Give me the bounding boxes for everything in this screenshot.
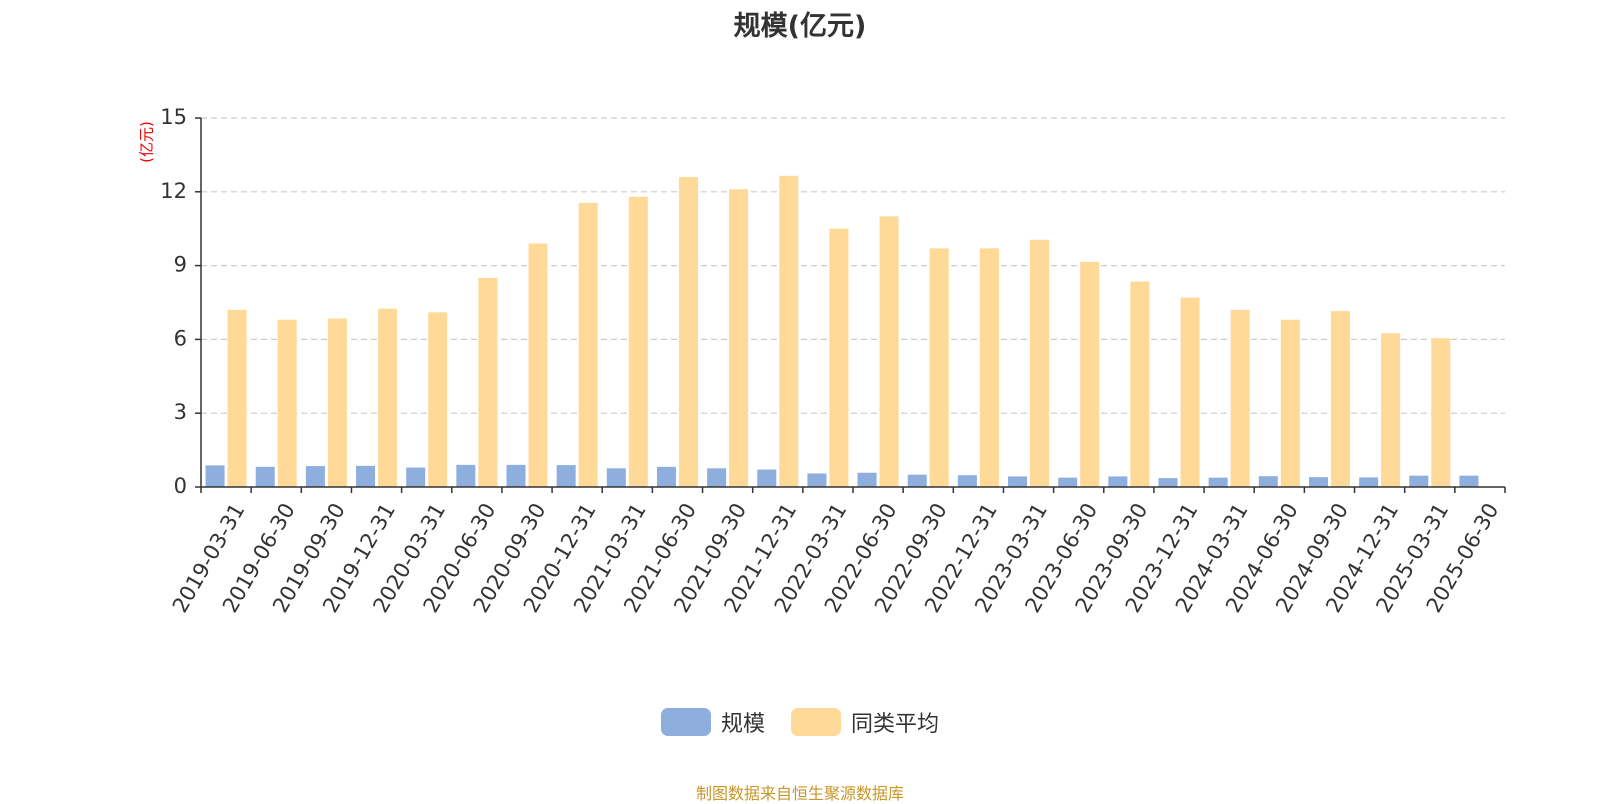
bar-average[interactable]	[779, 175, 799, 487]
y-tick-label: 6	[174, 326, 187, 350]
bar-scale[interactable]	[606, 468, 626, 487]
legend-swatch-average	[791, 708, 841, 736]
bar-average[interactable]	[1130, 281, 1150, 487]
bar-scale[interactable]	[757, 469, 777, 487]
bar-scale[interactable]	[305, 466, 325, 487]
bar-scale[interactable]	[1208, 477, 1228, 487]
bar-scale[interactable]	[857, 472, 877, 487]
bar-scale[interactable]	[1258, 476, 1278, 487]
bar-average[interactable]	[729, 189, 749, 487]
bar-scale[interactable]	[406, 467, 426, 487]
data-source-note: 制图数据来自恒生聚源数据库	[695, 784, 904, 803]
bar-scale[interactable]	[807, 473, 827, 487]
bar-average[interactable]	[879, 216, 899, 487]
bar-scale[interactable]	[957, 475, 977, 487]
y-axis-unit-label: (亿元)	[138, 121, 156, 163]
grid-lines	[201, 117, 1505, 414]
bar-average[interactable]	[979, 248, 999, 487]
bar-scale[interactable]	[907, 474, 927, 487]
bar-average[interactable]	[327, 318, 347, 487]
bar-scale[interactable]	[1459, 475, 1479, 487]
bar-scale[interactable]	[205, 465, 225, 487]
bar-average[interactable]	[1030, 239, 1050, 487]
bar-scale[interactable]	[506, 464, 526, 487]
bar-scale[interactable]	[1359, 477, 1379, 487]
y-tick-label: 0	[174, 474, 187, 498]
y-tick-label: 3	[174, 400, 187, 424]
bar-scale[interactable]	[556, 465, 576, 487]
y-tick-label: 15	[160, 105, 187, 129]
legend-item-scale[interactable]: 规模	[660, 706, 765, 738]
bar-average[interactable]	[378, 308, 398, 487]
bar-scale[interactable]	[1058, 477, 1078, 487]
chart-title: 规模(亿元)	[733, 11, 867, 42]
bar-average[interactable]	[528, 243, 548, 487]
bar-scale[interactable]	[1308, 477, 1328, 487]
bar-average[interactable]	[578, 202, 598, 487]
bars	[205, 175, 1479, 488]
bar-average[interactable]	[1330, 311, 1350, 487]
y-tick-label: 9	[174, 253, 187, 277]
bar-average[interactable]	[227, 309, 247, 487]
bar-scale[interactable]	[456, 464, 476, 487]
bar-scale[interactable]	[1108, 476, 1128, 487]
legend-swatch-scale	[660, 708, 711, 736]
bar-average[interactable]	[1280, 319, 1300, 487]
bar-scale[interactable]	[255, 466, 275, 487]
bar-average[interactable]	[1080, 261, 1100, 487]
bar-average[interactable]	[628, 196, 648, 487]
bar-average[interactable]	[1431, 338, 1451, 487]
bar-average[interactable]	[1230, 309, 1250, 487]
bar-average[interactable]	[829, 228, 849, 487]
bar-scale[interactable]	[707, 468, 727, 487]
bar-average[interactable]	[428, 312, 448, 487]
legend: 规模 同类平均	[0, 706, 1600, 738]
bar-average[interactable]	[277, 319, 297, 487]
bar-average[interactable]	[1381, 333, 1401, 487]
legend-label-average: 同类平均	[851, 712, 940, 737]
legend-item-average[interactable]: 同类平均	[791, 706, 939, 738]
bar-scale[interactable]	[656, 466, 676, 487]
bar-scale[interactable]	[1409, 475, 1429, 487]
bar-scale[interactable]	[1158, 478, 1178, 487]
legend-label-scale: 规模	[720, 712, 765, 737]
bar-average[interactable]	[929, 248, 949, 487]
bar-scale[interactable]	[356, 465, 376, 487]
bar-average[interactable]	[678, 177, 698, 488]
y-tick-label: 12	[160, 179, 187, 203]
bar-average[interactable]	[1180, 297, 1200, 487]
bar-average[interactable]	[478, 277, 498, 487]
bar-scale[interactable]	[1008, 476, 1028, 487]
